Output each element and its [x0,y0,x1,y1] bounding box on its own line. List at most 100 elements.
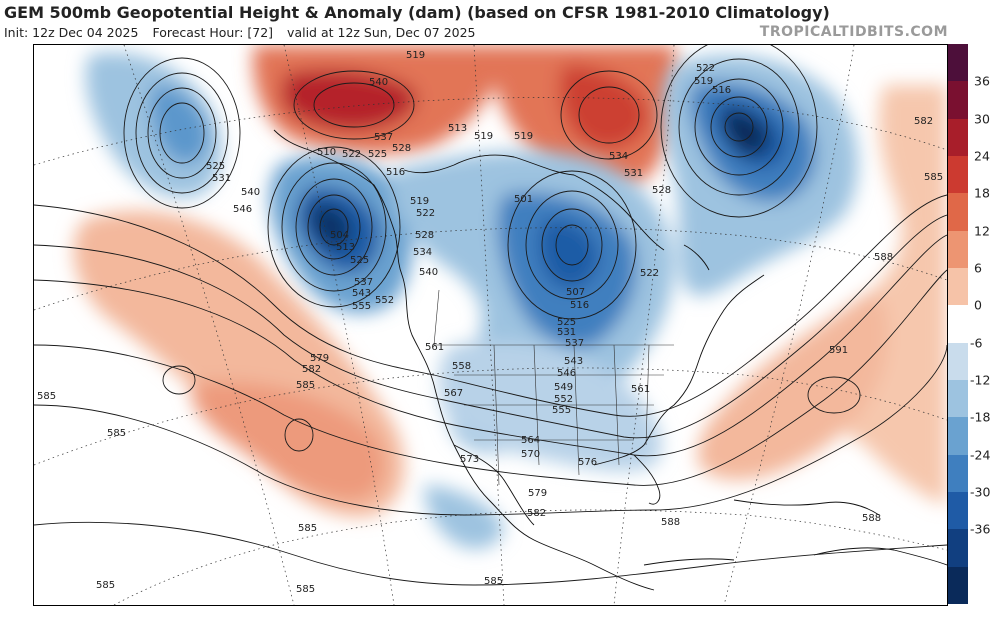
colorbar-segment [948,454,968,493]
height-label: 585 [296,380,315,391]
height-label: 525 [368,149,387,160]
height-label: 537 [565,338,584,349]
height-label: 579 [528,488,547,499]
height-label: 501 [514,194,533,205]
height-label: 582 [302,364,321,375]
height-labels: 540 519 522 519 516 537 525 531 513 510 … [37,50,943,595]
colorbar-segment [948,417,968,456]
forecast-hour: Forecast Hour: [72] [152,25,274,40]
height-label: 585 [296,584,315,595]
height-contours [34,45,947,586]
height-label: 537 [374,132,393,143]
colorbar-segment [948,529,968,568]
height-label: 513 [336,242,355,253]
height-label: 540 [241,187,260,198]
height-label: 582 [914,116,933,127]
height-label: 528 [652,185,671,196]
height-label: 564 [521,435,540,446]
colorbar-tick-label: 24 [974,148,990,164]
height-label: 543 [352,288,371,299]
height-label: 531 [557,327,576,338]
height-label: 555 [352,301,371,312]
height-label: 537 [354,277,373,288]
colorbar-segment [948,268,968,306]
height-label: 573 [460,454,479,465]
map-subtitle: Init: 12z Dec 04 2025 Forecast Hour: [72… [4,25,486,40]
height-label: 519 [694,76,713,87]
height-label: 525 [350,255,369,266]
height-label: 576 [578,457,597,468]
map-canvas: 540 519 522 519 516 537 525 531 513 510 … [34,45,947,605]
height-label: 588 [862,513,881,524]
height-label: 561 [425,342,444,353]
colorbar-segment [948,492,968,530]
map-panel: 540 519 522 519 516 537 525 531 513 510 … [33,44,948,606]
height-label: 528 [415,230,434,241]
height-label: 519 [474,131,493,142]
height-label: 516 [570,300,589,311]
height-label: 588 [874,252,893,263]
map-title: GEM 500mb Geopotential Height & Anomaly … [4,3,830,22]
height-label: 534 [413,247,432,258]
colorbar-tick-label: -24 [970,447,991,463]
init-time: Init: 12z Dec 04 2025 [4,25,139,40]
height-label: 585 [484,576,503,587]
colorbar-segment [948,156,968,194]
height-label: 540 [419,267,438,278]
height-label: 522 [696,63,715,74]
colorbar-segment [948,342,968,381]
height-label: 558 [452,361,471,372]
height-label: 543 [564,356,583,367]
height-label: 504 [330,230,349,241]
colorbar-tick-label: -30 [970,484,991,500]
height-label: 510 [317,147,336,158]
height-label: 531 [212,173,231,184]
height-label: 567 [444,388,463,399]
height-label: 525 [206,161,225,172]
height-label: 522 [640,268,659,279]
height-label: 570 [521,449,540,460]
colorbar-segment [948,193,968,232]
height-label: 540 [369,77,388,88]
colorbar-tick-label: -18 [970,409,991,425]
height-label: 549 [554,382,573,393]
height-label: 579 [310,353,329,364]
height-label: 522 [416,208,435,219]
colorbar-segment [948,81,968,120]
height-label: 528 [392,143,411,154]
colorbar [948,44,968,605]
height-label: 531 [624,168,643,179]
height-label: 525 [557,317,576,328]
height-label: 507 [566,287,585,298]
colorbar-segment [948,566,968,605]
colorbar-tick-label: 6 [974,260,982,276]
colorbar-segment [948,44,968,82]
colorbar-tick-label: -12 [970,372,991,388]
height-label: 561 [631,384,650,395]
state-borders [433,289,674,486]
colorbar-tick-label: -36 [970,521,991,537]
height-label: 555 [552,405,571,416]
height-label: 513 [448,123,467,134]
height-label: 585 [298,523,317,534]
height-label: 552 [554,394,573,405]
colorbar-segment [948,305,968,344]
height-label: 546 [233,204,252,215]
colorbar-tick-label: 12 [974,223,990,239]
height-label: 534 [609,151,628,162]
height-label: 585 [924,172,943,183]
lat-lon-grid [34,45,947,605]
height-label: 582 [527,508,546,519]
colorbar-segment [948,118,968,157]
height-label: 591 [829,345,848,356]
colorbar-tick-label: 0 [974,297,982,313]
height-label: 585 [96,580,115,591]
colorbar-tick-label: 36 [974,73,990,89]
colorbar-segment [948,230,968,269]
brand-watermark: TROPICALTIDBITS.COM [759,24,948,40]
height-label: 516 [712,85,731,96]
height-label: 519 [514,131,533,142]
height-label: 585 [107,428,126,439]
valid-time: valid at 12z Sun, Dec 07 2025 [287,25,476,40]
colorbar-segment [948,380,968,418]
